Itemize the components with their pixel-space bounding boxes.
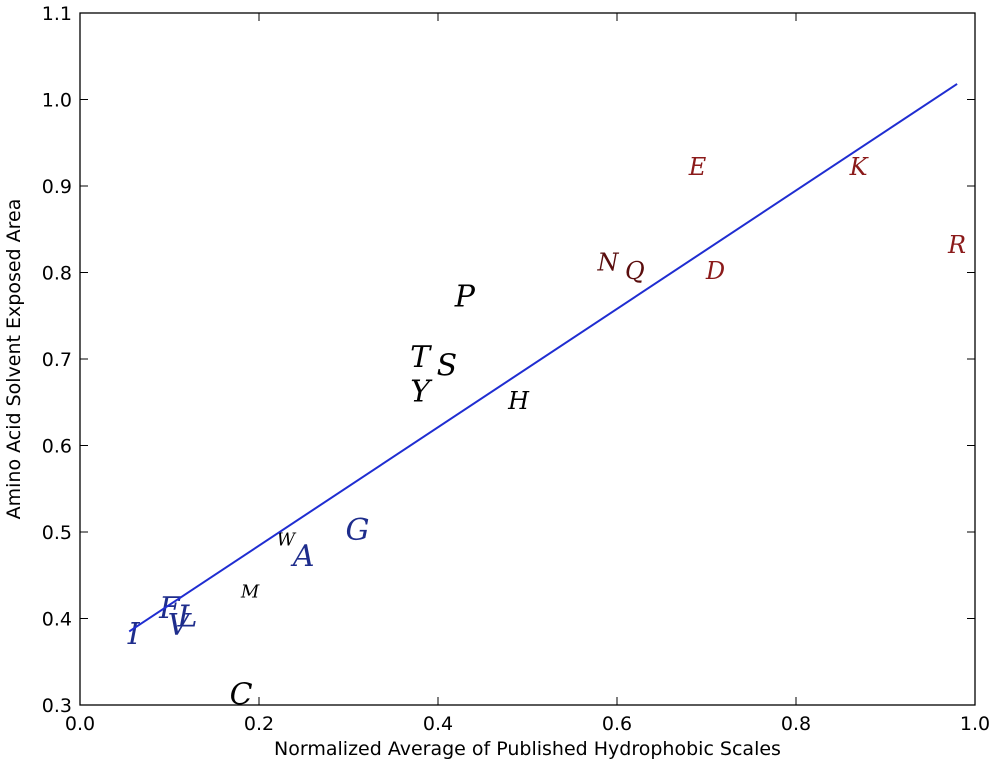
axis-ticks: 0.0 0.2 0.4 0.6 0.8 1.0 0.3 0.4 0.5 0.6 0.7 0.8 0.9 1… (42, 3, 990, 735)
x-tick-label: 0.8 (781, 713, 811, 735)
data-point-f: F (158, 591, 181, 626)
y-tick-label: 0.5 (42, 522, 72, 544)
y-tick-label: 0.7 (42, 349, 72, 371)
y-axis-label: Amino Acid Solvent Exposed Area (3, 199, 25, 520)
x-tick-label: 0.2 (244, 713, 274, 735)
y-tick-label: 0.6 (42, 436, 72, 458)
data-point-t: T (410, 340, 432, 375)
plot-frame (79, 12, 976, 706)
data-point-i: I (127, 617, 141, 652)
data-point-q: Q (625, 257, 645, 285)
x-tick-label: 0.6 (602, 713, 632, 735)
y-tick-label: 0.4 (42, 609, 72, 631)
x-tick-label: 1.0 (960, 713, 990, 735)
data-point-a: A (290, 539, 315, 574)
y-tick-label: 0.8 (42, 263, 72, 285)
data-point-k: K (849, 153, 870, 181)
data-point-p: P (454, 279, 476, 314)
y-tick-label: 0.9 (42, 176, 72, 198)
x-tick-label: 0.4 (423, 713, 453, 735)
x-axis-label: Normalized Average of Published Hydropho… (274, 738, 781, 760)
data-point-d: D (705, 257, 725, 285)
data-point-m: M (240, 582, 260, 603)
y-tick-label: 1.0 (42, 90, 72, 112)
data-point-n: N (597, 248, 620, 276)
data-point-v: V (168, 608, 193, 643)
data-point-g: G (345, 513, 369, 548)
data-point-l: L (176, 600, 197, 635)
data-point-h: H (507, 387, 530, 415)
data-point-c: C (230, 677, 253, 712)
data-point-y: Y (410, 375, 433, 410)
y-tick-label: 0.3 (42, 695, 72, 717)
data-point-s: S (437, 349, 458, 384)
x-tick-label: 0.0 (65, 713, 95, 735)
data-point-w: W (277, 530, 297, 551)
data-point-e: E (688, 153, 707, 181)
y-tick-label: 1.1 (42, 3, 72, 25)
data-point-r: R (947, 231, 966, 259)
regression-line (128, 83, 958, 633)
